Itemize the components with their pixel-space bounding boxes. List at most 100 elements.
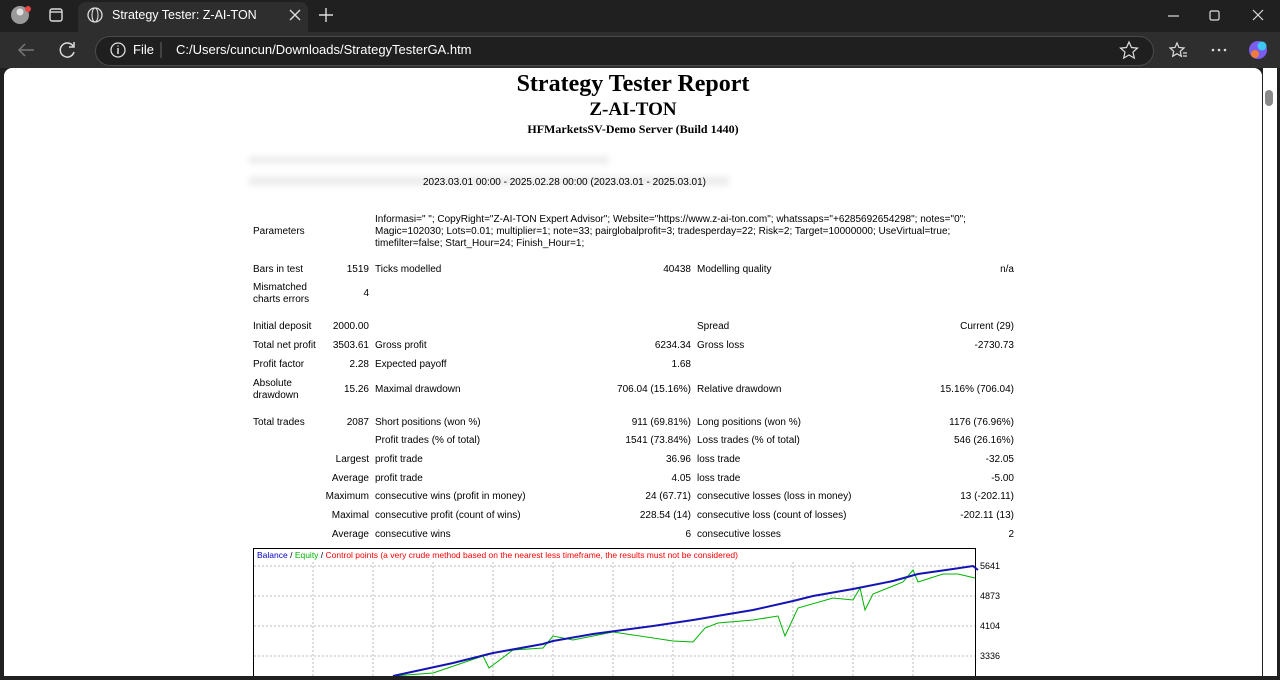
profile-badge xyxy=(25,6,31,12)
favorites-button[interactable] xyxy=(1168,41,1187,58)
stat-value: -32.05 xyxy=(985,454,1014,465)
stat-value: 228.54 (14) xyxy=(639,510,691,521)
tab-title[interactable]: Strategy Tester: Z-AI-TON xyxy=(112,8,257,22)
expert-name: Z-AI-TON xyxy=(589,99,677,120)
info-icon[interactable] xyxy=(110,42,126,58)
stat-value: -2730.73 xyxy=(974,340,1014,351)
stat-value: 706.04 (15.16%) xyxy=(617,384,691,395)
legend-item: Control points (a very crude method base… xyxy=(326,550,739,560)
parameters-label: Parameters xyxy=(253,226,305,237)
stat-value: Average xyxy=(331,529,369,540)
chart: Balance / Equity / Control points (a ver… xyxy=(253,548,1000,676)
legend-item: / xyxy=(288,550,295,560)
stat-label: profit trade xyxy=(375,454,423,465)
stat-label: Bars in test xyxy=(253,264,304,275)
tab-close[interactable] xyxy=(289,9,301,21)
stat-value: n/a xyxy=(1000,264,1014,275)
stat-label: consecutive wins xyxy=(375,529,451,540)
back-button[interactable] xyxy=(17,43,34,57)
stat-value: 1541 (73.84%) xyxy=(625,435,691,446)
stat-value: 1.68 xyxy=(671,359,691,370)
stat-value: -202.11 (13) xyxy=(960,510,1014,521)
y-tick-label: 5641 xyxy=(980,561,1000,571)
stat-value: 2000.00 xyxy=(332,321,369,332)
balance-line xyxy=(392,564,979,676)
parameters-line: Informasi=" "; CopyRight="Z-AI-TON Exper… xyxy=(375,214,966,225)
blurred-text xyxy=(249,156,609,164)
browser-icons xyxy=(11,6,1267,60)
active-tab[interactable] xyxy=(78,2,308,32)
stat-label: loss trade xyxy=(697,454,741,465)
legend-item: Equity xyxy=(295,550,319,560)
stat-label: consecutive profit (count of wins) xyxy=(375,510,521,521)
globe-icon xyxy=(87,7,103,23)
stat-label: Loss trades (% of total) xyxy=(697,435,800,446)
stat-value: 2087 xyxy=(346,417,369,428)
url[interactable]: C:/Users/cuncun/Downloads/StrategyTester… xyxy=(176,42,472,57)
stat-label: Modelling quality xyxy=(697,264,772,275)
stat-value: 4 xyxy=(363,288,369,299)
stat-label: Profit trades (% of total) xyxy=(375,435,481,446)
stat-label: loss trade xyxy=(697,473,741,484)
stat-value: 1519 xyxy=(346,264,369,275)
copilot-accent xyxy=(1257,41,1267,51)
stat-value: Maximum xyxy=(325,491,369,502)
file-label: File xyxy=(133,42,154,57)
stat-value: 911 (69.81%) xyxy=(631,417,691,428)
stat-label: Absolute drawdown xyxy=(253,378,299,401)
report-title: Strategy Tester Report xyxy=(516,71,750,97)
stat-label: Profit factor xyxy=(253,359,305,370)
stat-label: Ticks modelled xyxy=(375,264,442,275)
stat-label: consecutive loss (count of losses) xyxy=(697,510,847,521)
scrollbar-thumb[interactable] xyxy=(1265,90,1273,106)
stat-value: 15.26 xyxy=(343,384,369,395)
legend-item: Balance xyxy=(257,550,288,560)
stat-label: profit trade xyxy=(375,473,423,484)
y-tick-label: 3336 xyxy=(980,651,1000,661)
stat-value: 4.05 xyxy=(671,473,691,484)
parameters-line: Magic=102030; Lots=0.01; multiplier=1; n… xyxy=(375,226,951,237)
copilot-accent xyxy=(1251,50,1259,58)
stat-value: 6 xyxy=(685,529,691,540)
stat-value: -5.00 xyxy=(991,473,1014,484)
refresh-button[interactable] xyxy=(59,42,75,58)
address-bar[interactable] xyxy=(95,36,1154,66)
stat-label: consecutive losses xyxy=(697,529,781,540)
stat-label: consecutive wins (profit in money) xyxy=(375,491,526,502)
stat-label: Maximal drawdown xyxy=(375,384,461,395)
stat-value: 2 xyxy=(1008,529,1014,540)
y-tick-label: 4104 xyxy=(980,621,1000,631)
stat-label: Initial deposit xyxy=(253,321,312,332)
chart-legend: Balance / Equity / Control points (a ver… xyxy=(257,550,738,560)
stat-label: Gross loss xyxy=(697,340,745,351)
stat-label: Total net profit xyxy=(253,340,316,351)
menu-button[interactable] xyxy=(1211,48,1227,52)
profile-head xyxy=(16,8,24,16)
stat-value: 2.28 xyxy=(349,359,369,370)
stat-label: consecutive losses (loss in money) xyxy=(697,491,852,502)
report-page: Strategy Tester Report Z-AI-TON HFMarket… xyxy=(4,68,1262,676)
globe-meridian xyxy=(91,7,99,23)
stat-label: Gross profit xyxy=(375,340,427,351)
stat-value: Current (29) xyxy=(960,321,1014,332)
chart-frame xyxy=(253,548,976,676)
legend-item: / xyxy=(318,550,325,560)
stat-value: 15.16% (706.04) xyxy=(940,384,1014,395)
window-close[interactable] xyxy=(1252,9,1264,21)
stat-value: 6234.34 xyxy=(654,340,691,351)
new-tab[interactable] xyxy=(319,8,333,22)
stat-value: 546 (26.16%) xyxy=(953,435,1014,446)
stat-label: Total trades xyxy=(253,417,305,428)
stat-label: Short positions (won %) xyxy=(375,417,481,428)
favorite-star[interactable] xyxy=(1119,40,1139,60)
restore[interactable] xyxy=(1209,10,1220,21)
server: HFMarketsSV-Demo Server (Build 1440) xyxy=(527,122,739,136)
stat-value: 36.96 xyxy=(665,454,691,465)
stat-value: Maximal xyxy=(331,510,369,521)
stat-label: Mismatched charts errors xyxy=(253,282,310,305)
scrollbar-track xyxy=(1263,68,1277,676)
stat-label: Long positions (won %) xyxy=(697,417,801,428)
period: 2023.03.01 00:00 - 2025.02.28 00:00 (202… xyxy=(423,177,707,188)
tab-actions-icon[interactable] xyxy=(49,8,63,22)
